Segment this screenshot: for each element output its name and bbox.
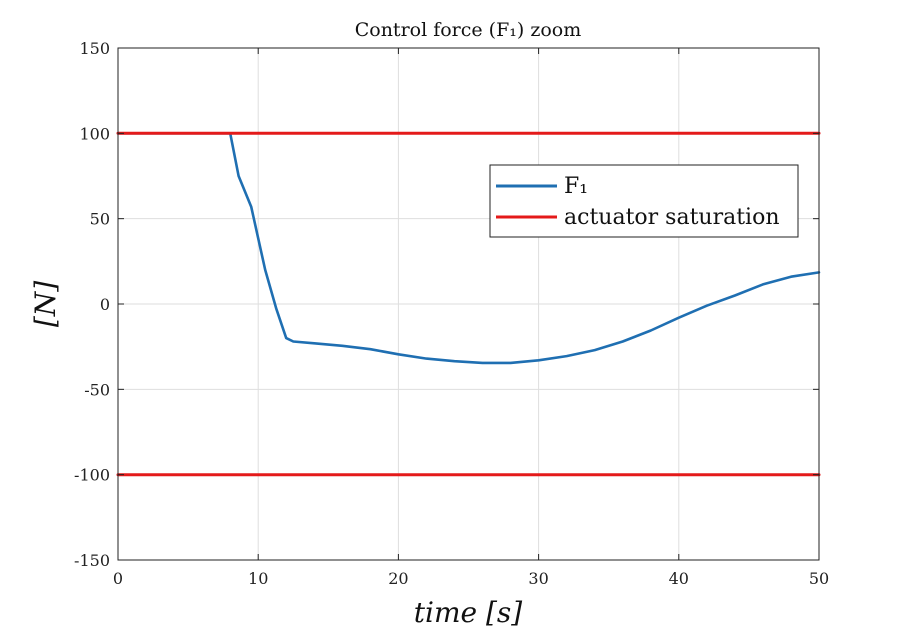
x-ticks: 0 10 20 30 40 50 xyxy=(113,48,829,588)
y-tick-label: 0 xyxy=(100,295,110,314)
y-tick-label: 150 xyxy=(79,39,110,58)
x-axis-label: time [s] xyxy=(414,596,523,629)
y-tick-label: -50 xyxy=(84,380,110,399)
f1-line xyxy=(116,132,821,365)
legend-label-saturation: actuator saturation xyxy=(564,205,780,230)
x-tick-label: 20 xyxy=(388,569,408,588)
legend-label-f1: F₁ xyxy=(564,174,588,199)
y-tick-label: 100 xyxy=(79,124,110,143)
series-lines xyxy=(116,131,821,477)
x-tick-label: 30 xyxy=(528,569,548,588)
y-tick-label: 50 xyxy=(90,210,110,229)
y-ticks: -150 -100 -50 0 50 100 150 xyxy=(74,39,819,570)
y-tick-label: -150 xyxy=(74,551,110,570)
y-tick-label: -100 xyxy=(74,466,110,485)
legend: F₁ actuator saturation xyxy=(489,164,799,238)
x-tick-label: 0 xyxy=(113,569,123,588)
x-tick-label: 50 xyxy=(809,569,829,588)
chart-title: Control force (F₁) zoom xyxy=(355,19,582,41)
x-tick-label: 40 xyxy=(669,569,689,588)
y-axis-label: [N] xyxy=(29,281,62,327)
legend-box xyxy=(489,164,799,238)
x-tick-label: 10 xyxy=(248,569,268,588)
